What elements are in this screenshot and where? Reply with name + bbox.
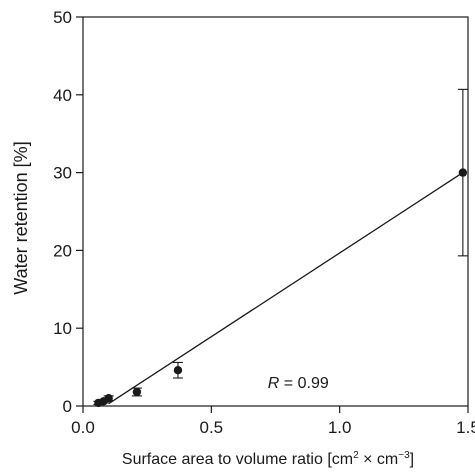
x-axis-title-mid: × cm <box>359 451 399 468</box>
y-tick-label: 20 <box>53 241 72 260</box>
y-axis-title: Water retention [%] <box>11 141 31 294</box>
x-axis-title-sup2: −3 <box>398 450 410 461</box>
r-value: = 0.99 <box>279 375 328 392</box>
fit-line <box>108 172 464 405</box>
fit-line-group <box>108 172 464 405</box>
y-tick-label: 30 <box>53 164 72 183</box>
x-axis-title-sup1: 2 <box>353 450 359 461</box>
x-axis-title-end: ] <box>410 451 414 468</box>
y-tick-label: 0 <box>63 397 72 416</box>
data-point <box>132 387 142 397</box>
data-point <box>458 168 468 177</box>
y-tick-label: 50 <box>53 8 72 27</box>
x-tick-label: 0.5 <box>200 418 224 437</box>
x-axis-title-main: Surface area to volume ratio [cm <box>122 451 353 468</box>
x-axis-ticks: 0.0 0.5 1.0 1.5 <box>71 406 475 437</box>
y-tick-label: 40 <box>53 86 72 105</box>
x-axis-title: Surface area to volume ratio [cm2 × cm−3… <box>122 450 414 468</box>
data-point <box>104 394 113 403</box>
correlation-annotation: R = 0.99 <box>268 375 329 392</box>
data-point <box>173 366 183 375</box>
y-tick-label: 10 <box>53 319 72 338</box>
x-tick-label: 1.5 <box>456 418 475 437</box>
y-axis-ticks: 0 10 20 30 40 50 <box>53 8 83 416</box>
x-tick-label: 0.0 <box>71 418 95 437</box>
plot-frame <box>82 16 469 407</box>
data-points <box>93 88 468 408</box>
x-tick-label: 1.0 <box>328 418 352 437</box>
r-symbol: R <box>268 375 280 392</box>
